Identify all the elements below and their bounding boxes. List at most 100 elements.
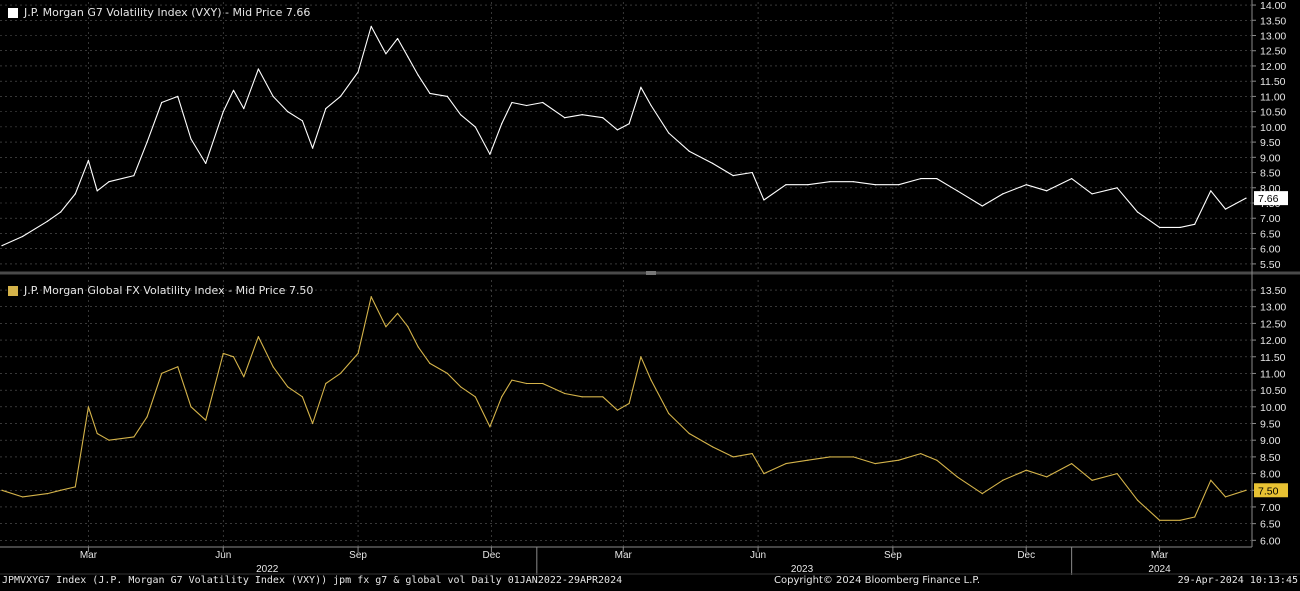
legend-bottom-label: J.P. Morgan Global FX Volatility Index -…	[24, 284, 314, 297]
data-point	[1091, 479, 1093, 481]
data-point	[1116, 187, 1118, 189]
data-point	[1046, 476, 1048, 478]
x-tick-label: Sep	[884, 550, 902, 561]
data-point	[190, 138, 192, 140]
data-point	[205, 162, 207, 165]
data-point	[1210, 190, 1212, 192]
data-point	[650, 379, 652, 381]
data-point	[385, 326, 387, 328]
data-point	[87, 406, 90, 408]
data-point	[1002, 479, 1004, 481]
data-point	[501, 123, 503, 125]
y-tick-label: 5.50	[1260, 259, 1281, 271]
data-point	[981, 493, 983, 495]
last-value-tag	[1254, 483, 1288, 498]
legend-top-swatch	[8, 7, 18, 18]
x-tick-label: Mar	[615, 550, 633, 561]
data-point	[205, 419, 207, 421]
data-point	[1245, 489, 1247, 491]
data-point	[1091, 193, 1093, 195]
data-point	[732, 456, 734, 458]
data-point	[357, 71, 359, 73]
data-point	[257, 68, 260, 70]
data-point	[1046, 190, 1048, 192]
data-point	[763, 199, 765, 201]
data-point	[287, 111, 289, 113]
footer-timestamp: 29-Apr-2024 10:13:45	[1177, 575, 1298, 586]
data-point	[46, 493, 49, 495]
data-point	[429, 362, 431, 365]
y-tick-label: 13.50	[1260, 285, 1286, 297]
data-point	[688, 150, 690, 152]
data-point	[74, 193, 76, 195]
y-tick-label: 13.50	[1260, 15, 1286, 27]
y-tick-label: 6.50	[1260, 519, 1281, 531]
data-point	[272, 95, 274, 98]
data-point	[108, 439, 110, 441]
data-point	[874, 184, 876, 186]
data-point	[936, 178, 938, 180]
data-point	[1245, 197, 1247, 199]
data-point	[956, 190, 958, 192]
y-tick-label: 7.00	[1260, 502, 1281, 514]
year-label: 2023	[791, 564, 814, 575]
data-point	[133, 436, 135, 438]
data-point	[1158, 519, 1161, 521]
data-point	[489, 153, 491, 155]
data-point	[1071, 462, 1073, 465]
year-label: 2024	[1148, 564, 1171, 575]
data-point	[1224, 208, 1227, 210]
y-tick-label: 9.00	[1260, 435, 1281, 447]
y-tick-label: 13.00	[1260, 302, 1286, 314]
data-point	[489, 426, 491, 428]
panel-divider-handle	[646, 271, 656, 275]
legend-top: J.P. Morgan G7 Volatility Index (VXY) - …	[8, 6, 310, 19]
data-point	[668, 412, 670, 415]
data-point	[74, 486, 76, 488]
y-tick-label: 8.50	[1260, 168, 1281, 180]
data-point	[339, 372, 342, 375]
data-point	[190, 406, 192, 408]
y-tick-label: 7.00	[1260, 213, 1281, 225]
data-point	[312, 147, 314, 149]
y-tick-label: 6.00	[1260, 535, 1281, 547]
data-point	[243, 376, 245, 378]
data-point	[87, 159, 90, 161]
data-point	[232, 356, 235, 358]
data-point	[1071, 178, 1073, 180]
data-point	[312, 422, 314, 425]
y-tick-label: 10.00	[1260, 402, 1286, 414]
y-tick-label: 11.00	[1260, 368, 1286, 380]
y-tick-label: 12.00	[1260, 61, 1286, 73]
data-point	[1136, 499, 1139, 501]
data-point	[339, 95, 342, 98]
data-point	[370, 296, 372, 298]
y-tick-label: 13.00	[1260, 31, 1286, 43]
data-point	[60, 489, 62, 491]
data-point	[177, 95, 179, 98]
data-point	[222, 111, 224, 113]
legend-bottom: J.P. Morgan Global FX Volatility Index -…	[8, 284, 313, 297]
data-point	[1194, 223, 1196, 225]
data-point	[1210, 479, 1212, 481]
x-tick-label: Dec	[482, 550, 500, 561]
data-point	[511, 101, 513, 104]
data-point	[161, 372, 163, 375]
data-point	[429, 92, 431, 94]
last-value-label: 7.50	[1258, 485, 1279, 497]
data-point	[712, 446, 714, 448]
data-point	[257, 336, 260, 338]
data-point	[446, 95, 449, 98]
data-point	[287, 386, 289, 388]
data-point	[272, 366, 274, 368]
data-point	[133, 174, 135, 177]
data-point	[956, 476, 958, 478]
data-point	[474, 126, 476, 128]
data-point	[1194, 516, 1196, 518]
data-point	[616, 409, 619, 411]
year-label: 2022	[256, 564, 279, 575]
data-point	[1025, 469, 1027, 471]
data-point	[407, 56, 409, 58]
data-point	[301, 396, 303, 398]
